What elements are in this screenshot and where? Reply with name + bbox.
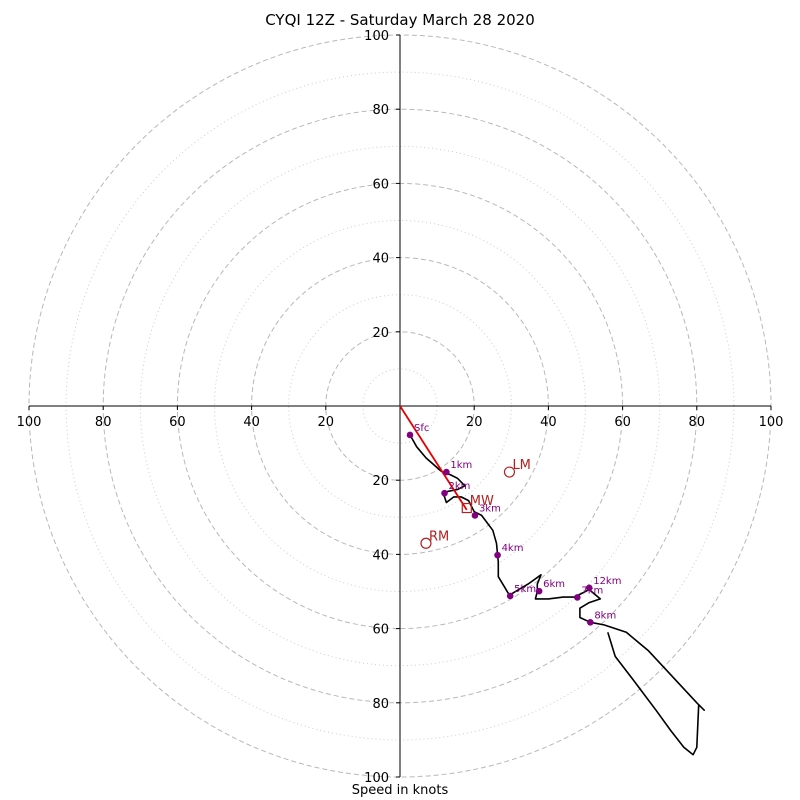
height-label-1km: 1km [450,460,472,471]
tick-labels: 100 80 60 40 20 20 40 60 80 100 20 40 60 80 100 20 40 60 8… [17,29,784,786]
height-label-8km: 8km [594,610,616,621]
height-label-4km: 4km [502,543,524,554]
y-tick-label: 40 [372,548,389,563]
x-tick-label: 80 [95,415,112,430]
height-marker-1km [443,468,450,476]
x-tick-label: 100 [17,415,42,430]
height-label-12km: 12km [593,576,621,587]
rm-marker [420,537,432,549]
rm-label: RM [429,529,449,544]
height-marker-7km [574,594,581,601]
lm-label: LM [512,458,530,473]
hodograph-trace [409,434,706,756]
storm-motion-vector [399,405,468,511]
height-marker-3km [471,512,479,519]
y-tick-label: 40 [372,252,389,267]
y-tick-label: 60 [372,177,389,192]
height-label-6km: 6km [543,579,565,590]
x-axis-label: Speed in knots [351,783,449,798]
height-marker-12km [585,584,593,592]
y-tick-label: 80 [372,103,389,118]
height-label-7km: 7km [581,585,603,596]
mw-label: MW [470,494,494,509]
height-marker-2km [441,489,448,497]
y-tick-label: 60 [372,623,389,638]
hodograph-line [409,434,706,756]
height-marker-5km [506,592,514,600]
height-label-5km: 5km [514,584,536,595]
y-tick-label: 80 [372,697,389,712]
x-tick-label: 20 [466,415,483,430]
x-tick-label: 60 [169,415,186,430]
height-marker-8km [587,618,594,626]
lm-marker [503,466,516,478]
height-marker-sfc [406,431,414,439]
height-label-3km: 3km [479,503,501,514]
x-tick-label: 20 [318,415,335,430]
mw-marker [461,502,472,514]
height-marker-6km [535,587,543,595]
chart-title: CYQI 12Z - Saturday March 28 2020 [265,11,535,29]
height-label-2km: 2km [449,481,471,492]
x-tick-label: 80 [689,415,706,430]
x-tick-label: 40 [540,415,557,430]
y-tick-label: 20 [372,474,389,489]
y-tick-label: 100 [364,771,389,786]
x-tick-label: 60 [614,415,631,430]
y-tick-label: 100 [364,29,389,44]
height-marker-4km [494,551,501,559]
storm-motions: LM MW RM [399,405,531,549]
height-label-sfc: Sfc [414,423,429,434]
y-tick-label: 20 [372,326,389,341]
height-markers: Sfc 1km 2km 3km 4km 5km 6km 7km 8km 12km [406,423,621,626]
x-tick-label: 40 [243,415,260,430]
x-tick-label: 100 [759,415,784,430]
